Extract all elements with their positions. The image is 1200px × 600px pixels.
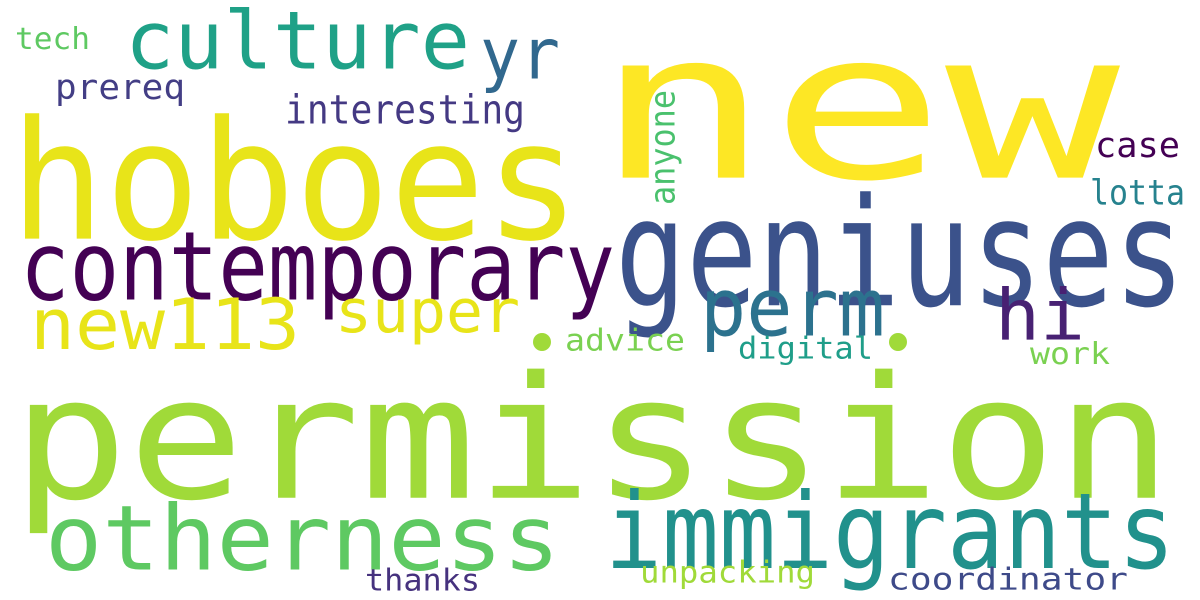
word-work: work — [1030, 337, 1110, 372]
word-anyone: anyone — [641, 90, 684, 205]
word-contemporary: contemporary — [20, 212, 615, 323]
word-geniuses: geniuses — [615, 166, 1185, 342]
word-yr: yr — [480, 14, 560, 96]
word-permission: permission — [12, 341, 1172, 539]
word-coordinator: coordinator — [888, 562, 1128, 598]
word-new: new — [595, 0, 1120, 227]
word-perm: perm — [700, 261, 885, 355]
word-new113: new113 — [30, 284, 300, 366]
word-case: case — [1095, 124, 1180, 167]
word-otherness: otherness — [45, 487, 560, 592]
dot-mark-right — [889, 333, 907, 351]
word-culture: culture — [125, 0, 470, 89]
word-thanks: thanks — [365, 562, 480, 598]
dot-mark-left — [533, 333, 551, 351]
word-interesting: interesting — [285, 86, 525, 134]
word-prereq: prereq — [55, 66, 185, 109]
word-hi: hi — [995, 274, 1085, 356]
word-advice: advice — [565, 322, 685, 358]
word-tech: tech — [15, 22, 90, 57]
word-hoboes: hoboes — [10, 86, 580, 279]
word-digital: digital — [738, 330, 873, 366]
word-immigrants: immigrants — [605, 471, 1175, 594]
word-super: super — [335, 277, 520, 347]
word-unpacking: unpacking — [640, 554, 815, 590]
word-lotta: lotta — [1090, 171, 1185, 214]
